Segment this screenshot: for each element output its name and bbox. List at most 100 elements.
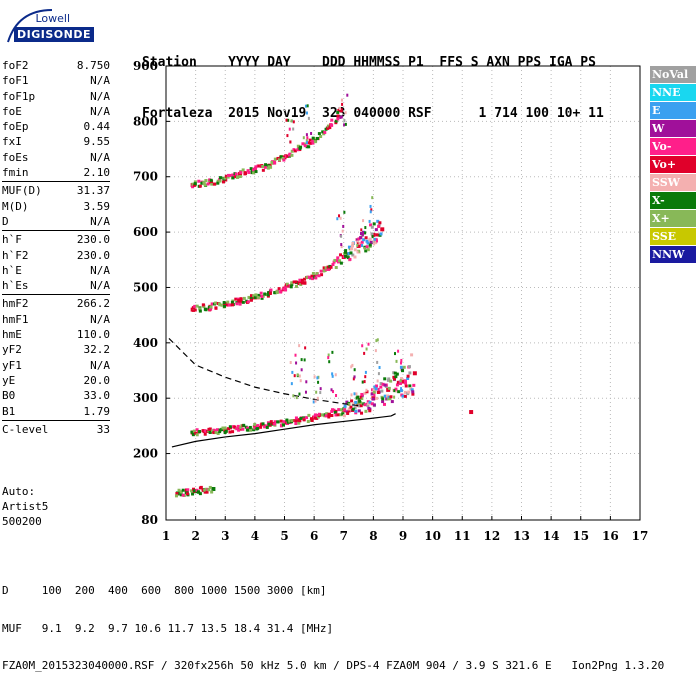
echo-mark bbox=[259, 425, 263, 429]
echo-streak-mark bbox=[361, 380, 364, 384]
echo-streak-mark bbox=[319, 387, 322, 391]
echo-mark bbox=[298, 419, 302, 423]
echo-mark bbox=[347, 407, 351, 411]
echo-mark bbox=[363, 391, 367, 395]
data-point bbox=[356, 243, 361, 248]
echo-mark bbox=[365, 239, 369, 243]
param-name: B0 bbox=[2, 389, 16, 403]
echo-mark bbox=[327, 412, 331, 416]
echo-mark bbox=[216, 432, 220, 436]
echo-streak-mark bbox=[306, 136, 309, 140]
data-point bbox=[469, 410, 474, 415]
echo-mark bbox=[334, 413, 338, 417]
echo-mark bbox=[280, 423, 284, 427]
echo-mark bbox=[224, 429, 228, 433]
echo-mark bbox=[315, 272, 319, 276]
echo-mark bbox=[186, 488, 190, 492]
param-value: N/A bbox=[90, 358, 110, 372]
auto-program: Artist5 bbox=[2, 500, 49, 513]
echo-streak-mark bbox=[304, 390, 307, 394]
echo-streak-mark bbox=[374, 349, 377, 353]
echo-mark bbox=[341, 412, 345, 416]
echo-streak-mark bbox=[315, 390, 318, 394]
param-row: h`F2 230.0 bbox=[2, 248, 110, 263]
param-row: hmF1 N/A bbox=[2, 312, 110, 327]
echo-mark bbox=[257, 293, 261, 297]
echo-mark bbox=[275, 290, 279, 294]
param-name: foF2 bbox=[2, 59, 29, 72]
echo-mark bbox=[317, 274, 321, 278]
x-tick-label: 10 bbox=[424, 529, 441, 543]
echo-mark bbox=[326, 126, 330, 130]
param-value: N/A bbox=[90, 312, 110, 326]
echo-mark bbox=[319, 269, 323, 273]
echo-mark bbox=[254, 165, 258, 169]
echo-mark bbox=[246, 169, 250, 173]
echo-streak-mark bbox=[377, 387, 380, 391]
echo-mark bbox=[351, 244, 355, 248]
echo-streak-mark bbox=[340, 98, 343, 102]
echo-mark bbox=[198, 492, 202, 496]
echo-streak-mark bbox=[362, 230, 365, 234]
echo-streak-mark bbox=[363, 380, 366, 384]
echo-mark bbox=[213, 429, 217, 433]
echo-mark bbox=[370, 402, 374, 406]
echo-mark bbox=[199, 485, 203, 489]
data-point bbox=[238, 171, 243, 176]
param-row: B1 1.79 bbox=[2, 404, 110, 419]
echo-mark bbox=[324, 266, 328, 270]
echo-mark bbox=[204, 487, 208, 491]
echo-mark bbox=[235, 175, 239, 179]
echo-mark bbox=[379, 382, 383, 386]
model-trace-dashed bbox=[168, 337, 362, 407]
echo-mark bbox=[305, 275, 309, 279]
echo-mark bbox=[271, 421, 275, 425]
echo-mark bbox=[348, 257, 352, 261]
echo-streak-mark bbox=[373, 385, 376, 389]
y-tick-label: 300 bbox=[133, 391, 158, 405]
param-row: yF1 N/A bbox=[2, 358, 110, 373]
echo-mark bbox=[358, 399, 362, 403]
echo-streak-mark bbox=[355, 396, 358, 400]
echo-mark bbox=[407, 365, 411, 369]
echo-mark bbox=[334, 266, 338, 270]
echo-mark bbox=[395, 389, 399, 393]
echo-mark bbox=[293, 149, 297, 153]
param-name: h`E bbox=[2, 263, 22, 277]
echo-streak-mark bbox=[356, 250, 359, 254]
echo-mark bbox=[296, 144, 300, 148]
echo-streak-mark bbox=[300, 368, 303, 372]
echo-mark bbox=[392, 375, 396, 379]
echo-mark bbox=[386, 394, 390, 398]
echo-streak-mark bbox=[375, 339, 378, 343]
echo-streak-mark bbox=[316, 396, 319, 400]
echo-streak-mark bbox=[340, 243, 343, 247]
echo-mark bbox=[231, 303, 235, 307]
echo-mark bbox=[233, 175, 237, 179]
echo-mark bbox=[368, 237, 372, 241]
echo-streak-mark bbox=[400, 358, 403, 362]
echo-streak-mark bbox=[302, 136, 305, 140]
echo-mark bbox=[198, 184, 202, 188]
echo-mark bbox=[301, 142, 305, 146]
param-row: M(D) 3.59 bbox=[2, 199, 110, 214]
echo-mark bbox=[237, 428, 241, 432]
echo-mark bbox=[281, 156, 285, 160]
echo-mark bbox=[408, 371, 412, 375]
echo-mark bbox=[241, 427, 245, 431]
echo-mark bbox=[350, 247, 354, 251]
auto-version: 500200 bbox=[2, 515, 42, 528]
echo-streak-mark bbox=[305, 133, 308, 137]
echo-mark bbox=[249, 294, 253, 298]
param-row: foEs N/A bbox=[2, 150, 110, 165]
echo-streak-mark bbox=[361, 344, 364, 348]
echo-streak-mark bbox=[298, 392, 301, 396]
echo-mark bbox=[314, 276, 318, 280]
param-value: 3.59 bbox=[83, 199, 111, 213]
echo-mark bbox=[362, 238, 366, 242]
echo-mark bbox=[226, 175, 230, 179]
echo-mark bbox=[345, 400, 349, 404]
echo-mark bbox=[376, 390, 380, 394]
echo-mark bbox=[331, 408, 335, 412]
legend-item-nne: NNE bbox=[650, 84, 696, 101]
